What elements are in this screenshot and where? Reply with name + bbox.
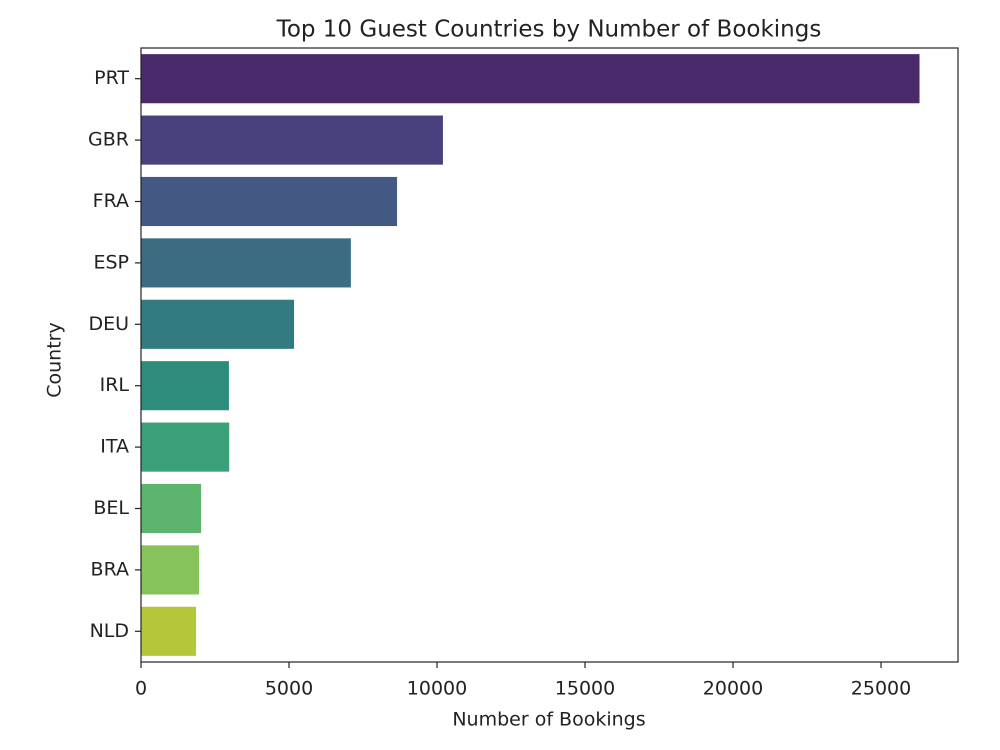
bar <box>141 54 920 104</box>
y-tick-label: ITA <box>100 436 129 458</box>
plot-frame <box>140 47 959 663</box>
y-tick-label: IRL <box>100 374 130 396</box>
y-tick-label: ESP <box>93 251 129 273</box>
chart-title: Top 10 Guest Countries by Number of Book… <box>276 17 822 43</box>
bar <box>141 606 197 656</box>
y-tick-label: BEL <box>93 497 129 519</box>
y-tick-label: BRA <box>91 558 129 580</box>
y-axis-label: Country <box>44 322 66 397</box>
bar <box>141 545 200 595</box>
bar <box>141 422 230 472</box>
bar <box>141 176 398 227</box>
x-tick-label: 25000 <box>851 678 911 700</box>
x-tick-label: 15000 <box>555 678 615 700</box>
x-axis-label: Number of Bookings <box>452 709 645 731</box>
bar <box>141 483 202 534</box>
y-tick-label: FRA <box>93 190 129 212</box>
bar <box>141 238 351 288</box>
x-tick-label: 0 <box>135 678 147 700</box>
bar <box>141 361 229 411</box>
bar <box>141 115 443 165</box>
bar <box>141 299 295 349</box>
y-tick-label: DEU <box>88 313 129 335</box>
y-tick-label: GBR <box>88 129 129 151</box>
x-tick-label: 5000 <box>265 678 313 700</box>
y-tick-label: NLD <box>90 620 129 642</box>
x-tick-label: 10000 <box>407 678 467 700</box>
y-tick-label: PRT <box>94 67 129 89</box>
x-tick-label: 20000 <box>703 678 763 700</box>
